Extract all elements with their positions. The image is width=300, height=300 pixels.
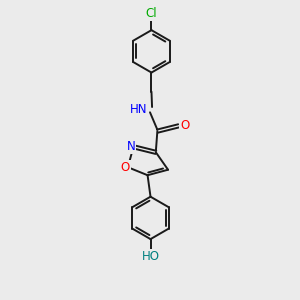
Text: Cl: Cl: [146, 8, 157, 20]
Text: HN: HN: [130, 103, 147, 116]
Text: O: O: [180, 119, 190, 132]
Text: O: O: [120, 161, 130, 174]
Text: N: N: [127, 140, 135, 153]
Text: HO: HO: [142, 250, 160, 263]
